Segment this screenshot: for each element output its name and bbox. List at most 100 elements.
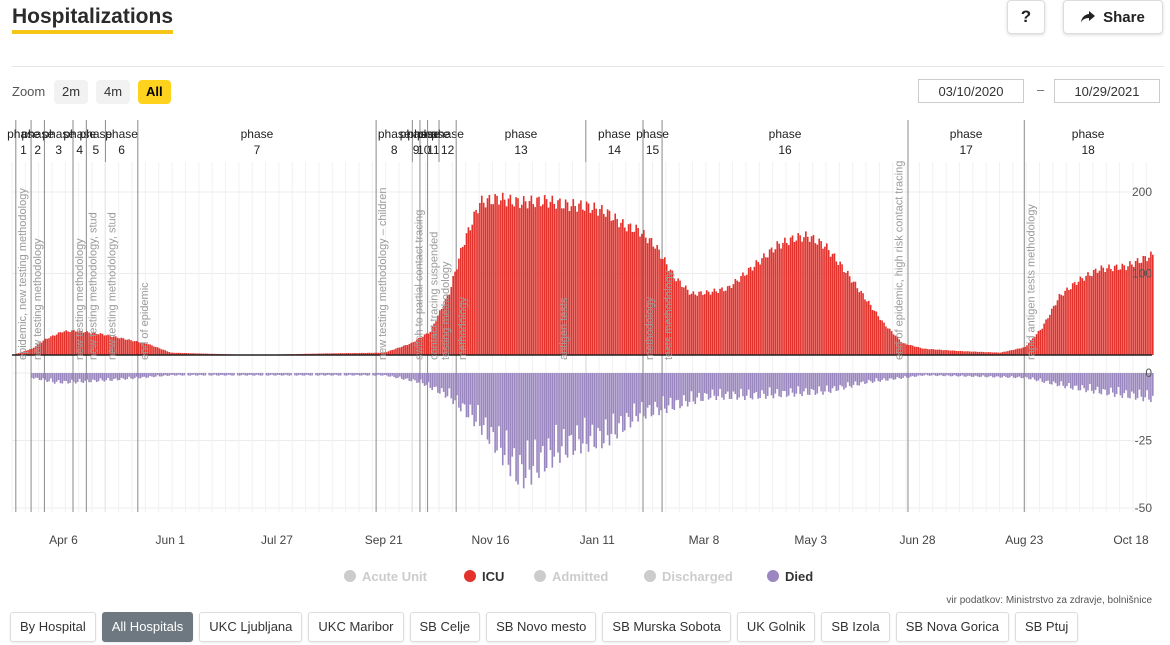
icu-bar <box>705 290 708 355</box>
hospitalizations-chart[interactable]: phase1phase2phase3phase4phase5phase6phas… <box>0 112 1170 592</box>
died-bar <box>909 373 912 377</box>
hospital-tab-by-hospital[interactable]: By Hospital <box>10 612 96 642</box>
icu-bar <box>789 237 792 355</box>
icu-bar <box>151 345 153 355</box>
icu-bar <box>360 352 363 355</box>
icu-bar <box>423 334 426 355</box>
died-bar <box>38 373 41 381</box>
icu-bar <box>709 294 712 355</box>
icu-bar <box>332 353 334 355</box>
died-bar <box>959 373 962 377</box>
died-bar <box>694 373 697 405</box>
died-bar <box>681 373 683 407</box>
died-bar <box>50 373 52 379</box>
icu-bar <box>166 351 169 355</box>
died-bar <box>936 373 939 377</box>
icu-bar <box>755 260 758 355</box>
hospital-tab-uk-golnik[interactable]: UK Golnik <box>736 612 816 642</box>
died-bar <box>387 373 390 377</box>
died-bar <box>404 373 407 379</box>
icu-bar <box>414 341 416 355</box>
died-bar <box>442 373 445 392</box>
icu-bar <box>473 211 475 355</box>
died-bar <box>846 373 849 383</box>
legend-item-icu[interactable]: ICU <box>464 569 504 584</box>
date-from-input[interactable]: 03/10/2020 <box>918 79 1024 103</box>
icu-bar <box>768 249 771 355</box>
died-bar <box>1132 373 1135 394</box>
died-bar <box>540 373 542 453</box>
date-to-input[interactable]: 10/29/2021 <box>1054 79 1160 103</box>
died-bar <box>71 373 73 380</box>
icu-bar <box>1119 269 1122 355</box>
icu-bar <box>118 338 121 355</box>
icu-bar <box>149 344 151 355</box>
died-bar <box>355 373 357 375</box>
x-axis-tick-label: Jun 28 <box>900 533 936 547</box>
icu-bar <box>940 349 943 355</box>
died-bar <box>643 373 645 417</box>
died-bar <box>1016 373 1019 378</box>
died-bar <box>311 373 313 376</box>
legend-item-discharged[interactable]: Discharged <box>644 569 733 584</box>
icu-bar <box>907 345 910 355</box>
icu-bar <box>1083 280 1085 355</box>
died-bar <box>1129 373 1131 399</box>
died-bar <box>511 373 514 457</box>
zoom-4m-button[interactable]: 4m <box>96 80 131 104</box>
hospital-tab-ukc-ljubljana[interactable]: UKC Ljubljana <box>199 612 303 642</box>
legend-item-admitted[interactable]: Admitted <box>534 569 608 584</box>
legend-item-died[interactable]: Died <box>767 569 813 584</box>
icu-bar <box>126 339 129 355</box>
died-bar <box>126 373 129 380</box>
died-bar <box>1014 373 1017 379</box>
icu-bar <box>494 194 496 355</box>
died-bar <box>337 373 340 376</box>
hospital-tab-all-hospitals[interactable]: All Hospitals <box>101 612 194 642</box>
died-bar <box>858 373 861 386</box>
zoom-2m-button[interactable]: 2m <box>54 80 89 104</box>
icu-bar <box>675 281 678 355</box>
died-bar <box>383 373 386 375</box>
died-bar <box>1007 373 1009 378</box>
died-bar <box>772 373 775 399</box>
icu-bar <box>488 195 491 355</box>
share-button[interactable]: Share <box>1063 0 1163 34</box>
hospital-tab-sb-novo-mesto[interactable]: SB Novo mesto <box>486 612 597 642</box>
hospital-tab-sb-izola[interactable]: SB Izola <box>821 612 890 642</box>
died-bar <box>816 373 819 394</box>
died-bar <box>631 373 634 422</box>
died-bar <box>256 373 258 375</box>
hospital-tab-ukc-maribor[interactable]: UKC Maribor <box>308 612 404 642</box>
legend-item-acute-unit[interactable]: Acute Unit <box>344 569 428 584</box>
died-bar <box>635 373 637 417</box>
died-bar <box>364 373 367 376</box>
icu-bar <box>547 207 550 355</box>
icu-bar <box>1014 349 1017 355</box>
icu-bar <box>991 352 994 355</box>
icu-bar <box>822 248 824 355</box>
icu-bar <box>509 194 512 355</box>
legend-marker <box>344 570 356 582</box>
died-bar <box>698 373 700 393</box>
hospital-tab-sb-murska-sobota[interactable]: SB Murska Sobota <box>602 612 731 642</box>
hospital-tab-sb-nova-gorica[interactable]: SB Nova Gorica <box>895 612 1009 642</box>
zoom-all-button[interactable]: All <box>138 80 171 104</box>
hospital-tab-sb-celje[interactable]: SB Celje <box>409 612 481 642</box>
died-bar <box>284 373 287 375</box>
icu-bar <box>637 227 639 355</box>
died-bar <box>113 373 115 380</box>
icu-bar <box>337 353 340 355</box>
icu-bar <box>976 351 979 355</box>
icu-bar <box>810 236 813 355</box>
help-button[interactable]: ? <box>1007 0 1045 34</box>
died-bar <box>219 373 222 376</box>
died-bar <box>31 373 33 379</box>
died-bar <box>995 373 998 377</box>
hospital-tab-sb-ptuj[interactable]: SB Ptuj <box>1014 612 1079 642</box>
icu-bar <box>805 231 807 355</box>
died-bar <box>1134 373 1137 400</box>
died-bar <box>244 373 247 376</box>
icu-bar <box>934 349 937 355</box>
died-bar <box>559 373 561 463</box>
